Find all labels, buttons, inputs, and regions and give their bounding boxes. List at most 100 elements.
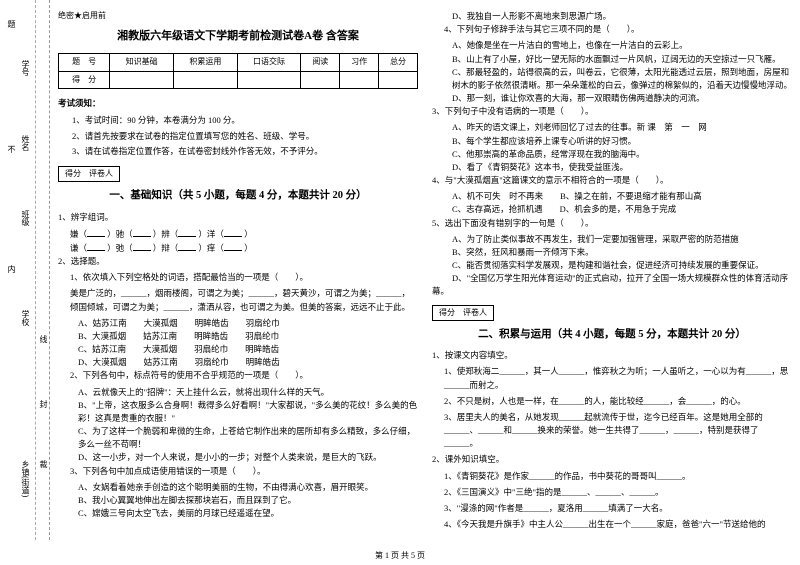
s2q2-item: 3、"漫涤的网"作者是______，夏洛用______填满了一大名。	[444, 502, 792, 515]
option: D、那一刻，谁让你欢喜的大海，那一双眼睛伤佛两道静决的河流。	[452, 92, 792, 105]
cell: ）驰（	[107, 229, 133, 239]
th: 知识基础	[110, 54, 174, 71]
cell: ）	[244, 229, 253, 239]
th: 总分	[379, 54, 418, 71]
section2-title: 二、积累与运用（共 4 小题，每题 5 分，本题共计 20 分）	[432, 327, 792, 343]
option: B、山上有了小屋，好比一望无际的水面飘过一片风帆，辽阔无边的天空掠过一只飞雁。	[452, 53, 792, 66]
cell: ）洋（	[198, 229, 224, 239]
option: C、姑苏江南 大漠孤烟 羽扇纶巾 明眸皓齿	[78, 343, 418, 356]
blank[interactable]	[133, 241, 151, 251]
td	[237, 71, 301, 88]
option: B、突然，狂风和暴雨一齐倾泻下来。	[452, 246, 792, 259]
cut-line	[35, 0, 36, 540]
cell: 谦（	[70, 243, 87, 253]
label-xuehao: 学号	[20, 60, 31, 76]
notice-list: 1、考试时间：90 分钟，本卷满分为 100 分。 2、请首先按要求在试卷的指定…	[58, 114, 418, 158]
blank[interactable]	[178, 241, 196, 251]
right-column: D、我独自一人形影不离地来到思源广场。 4、下列句子修辞手法与其它三项不同的是（…	[432, 10, 792, 540]
blank[interactable]	[178, 227, 196, 237]
option: D、"全国亿万学生阳光体育运动"的正式启动，拉开了全国一场大规模群众性的体育活动…	[452, 272, 792, 285]
option: B、"上帝，这衣服多么合身啊！裁得多么好看啊！"大家都说，"多么美的花纹！多么美…	[78, 399, 418, 425]
s2q1-item: 3、居里夫人的美名，从她发现______起就流传于世，迄今已经百年。这是她用全部…	[444, 411, 792, 451]
th: 阅读	[301, 54, 340, 71]
option: C、能否贯彻落实科学发展观，是构建和谐社会，促进经济可持续发展的重要保证。	[452, 259, 792, 272]
score-box: 得分 评卷人	[432, 305, 494, 321]
option: C、他那崇高的革命品质，经常浮现在我的脑海中。	[452, 148, 792, 161]
table-row: 得 分	[59, 71, 418, 88]
label-xuexiao: 学校	[20, 310, 31, 326]
option: B、大漠孤烟 姑苏江南 明眸皓齿 羽扇纶巾	[78, 330, 418, 343]
score-box: 得分 评卷人	[58, 166, 120, 182]
cell: ）痒（	[198, 243, 224, 253]
notice-heading: 考试须知：	[58, 97, 418, 110]
cell: ）弛（	[107, 243, 133, 253]
label-line: 线	[38, 335, 49, 343]
option: A、云就像天上的"招牌"：天上挂什么云，就将出现什么样的天气。	[78, 386, 418, 399]
s2q2-item: 4、《今天我是升旗手》中主人公______出生在一个______家庭，爸爸"六一…	[444, 518, 792, 531]
q2-1-text: 美是广泛的，______，烟雨楼阁，可谓之为美；______，碧天黄沙，可谓之为…	[70, 287, 418, 313]
q1-row: 谦（ ）弛（ ）辩（ ）痒（ ）	[70, 241, 418, 255]
s2q1-item: 1、使郑秋海二______，其一人______，惟弈秋之为听；一人虽听之，一心以…	[444, 365, 792, 391]
q4-heading: 4、与"大漠孤烟直"这篇课文的意示不相符合的一项是（ ）。	[432, 174, 792, 187]
blank[interactable]	[87, 227, 105, 237]
option: D、大漠孤烟 姑苏江南 羽扇纶巾 明眸皓齿	[78, 356, 418, 369]
page: 题 学号 姓名 不 班级 内 学校 线 封 乡镇(街道) 裁 绝密★启用前 湘教…	[0, 0, 800, 540]
option: A、昨天的语文课上，刘老师回忆了过去的往事。新 课 第 一 网	[452, 121, 792, 134]
s2q2-item: 2、《三国演义》中"三绝"指的是______、______、______。	[444, 486, 792, 499]
th: 积累运用	[173, 54, 237, 71]
blank[interactable]	[87, 241, 105, 251]
label-cai: 裁	[38, 460, 49, 468]
label-nei: 内	[6, 265, 17, 273]
label-seal: 封	[38, 400, 49, 408]
option: C、嫦娥三号向太空飞去，美丽的月球已经遥遥在望。	[78, 507, 418, 520]
option: D、这一小步，对一个人来说，是小小的一步；对整个人类来说，是巨大的飞跃。	[78, 451, 418, 464]
td	[340, 71, 379, 88]
page-footer: 第 1 页 共 5 页	[0, 550, 800, 561]
option: C、那最轻盈的，站得很高的云，叫卷云，它很薄，太阳光能透过云层，照到地面，房屋和…	[452, 66, 792, 92]
label-xiangzhen: 乡镇(街道)	[20, 460, 31, 497]
q2-3: 3、下列各句中加点成语使用错误的一项是（ ）。	[70, 465, 418, 478]
q2-heading: 2、选择题。	[58, 255, 418, 268]
option: A、机不可失 时不再来 B、操之在前，不要退缩才能有那山高	[452, 190, 792, 203]
notice-item: 2、请首先按要求在试卷的指定位置填写您的姓名、班级、学号。	[72, 130, 418, 143]
label-ti: 题	[6, 20, 17, 28]
s2q2-item: 1、《青铜葵花》是作家______的作品，书中葵花的哥哥叫______。	[444, 470, 792, 483]
cell: ）辩（	[153, 243, 179, 253]
q2-2: 2、下列各句中，标点符号的使用不合乎规范的一项是（ ）。	[70, 369, 418, 382]
td	[379, 71, 418, 88]
label-xingming: 姓名	[20, 135, 31, 151]
option: B、我小心翼翼地伸出左脚去探那块岩石，而且踩到了它。	[78, 494, 418, 507]
q5-heading: 5、选出下面没有错别字的一句是（ ）。	[432, 217, 792, 230]
q1-row: 嫌（ ）驰（ ）辨（ ）洋（ ）	[70, 227, 418, 241]
exam-title: 湘教版六年级语文下学期考前检测试卷A卷 含答案	[58, 28, 418, 45]
table-row: 题 号 知识基础 积累运用 口语交际 阅读 习作 总分	[59, 54, 418, 71]
q3-heading: 3、下列句子中没有语病的一项是（ ）。	[432, 105, 792, 118]
cell: ）	[244, 243, 253, 253]
s2q2-heading: 2、课外知识填空。	[432, 453, 792, 466]
q5-tail: 幕。	[432, 285, 792, 298]
td	[173, 71, 237, 88]
option: A、姑苏江南 大漠孤烟 明眸皓齿 羽扇纶巾	[78, 317, 418, 330]
notice-item: 3、请在试卷指定位置作答，在试卷密封线外作答无效，不予评分。	[72, 145, 418, 158]
s2q1-item: 2、不只是树，人也是一样，在______的人，能比较经______，会_____…	[444, 395, 792, 408]
blank[interactable]	[224, 227, 242, 237]
option: B、每个学生都应该培养上课专心听讲的好习惯。	[452, 135, 792, 148]
blank[interactable]	[224, 241, 242, 251]
q2-4: 4、下列句子修辞手法与其它三项不同的是（ ）。	[444, 23, 792, 36]
option: A、她像是坐在一片洁白的雪地上，也像在一片洁白的云彩上。	[452, 39, 792, 52]
secret-mark: 绝密★启用前	[58, 10, 418, 22]
q2-1: 1、依次填入下列空格处的词语，搭配最恰当的一项是（ ）。	[70, 271, 418, 284]
option: A、女娲看着她亲手创造的这个聪明美丽的生物，不由得满心欢喜，眉开眼笑。	[78, 481, 418, 494]
th: 题 号	[59, 54, 110, 71]
option: D、我独自一人形影不离地来到思源广场。	[452, 10, 792, 23]
option: C、为了这样一个脆弱和卑微的生命，上苍给它制作出来的居所却有多么精致，多么仔细，…	[78, 425, 418, 451]
notice-item: 1、考试时间：90 分钟，本卷满分为 100 分。	[72, 114, 418, 127]
blank[interactable]	[133, 227, 151, 237]
td	[301, 71, 340, 88]
td	[110, 71, 174, 88]
option: D、看了《青铜葵花》这本书，使我受益匪浅。	[452, 161, 792, 174]
label-banji: 班级	[20, 210, 31, 226]
option: A、为了防止类似事故不再发生，我们一定要加强管理，采取严密的防范措施	[452, 233, 792, 246]
score-table: 题 号 知识基础 积累运用 口语交际 阅读 习作 总分 得 分	[58, 53, 418, 89]
binding-margin: 题 学号 姓名 不 班级 内 学校 线 封 乡镇(街道) 裁	[0, 0, 50, 540]
